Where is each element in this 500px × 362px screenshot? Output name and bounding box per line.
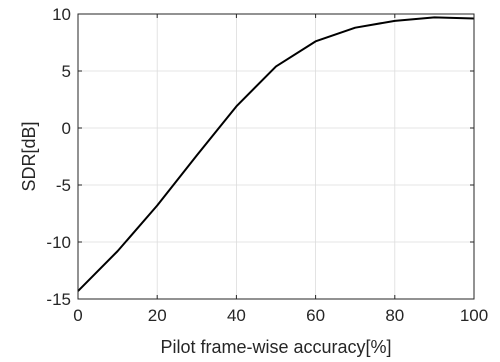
plot-area	[78, 14, 474, 299]
x-tick-label: 80	[385, 306, 404, 325]
y-axis-label: SDR[dB]	[19, 121, 39, 191]
x-axis-label: Pilot frame-wise accuracy[%]	[160, 337, 391, 357]
x-tick-label: 100	[460, 306, 488, 325]
x-tick-labels: 0 20 40 60 80 100	[73, 306, 488, 325]
plot-border	[77, 13, 475, 300]
x-tick-label: 20	[148, 306, 167, 325]
y-tick-label: 5	[62, 62, 71, 81]
x-tick-label: 40	[227, 306, 246, 325]
y-tick-label: -5	[56, 176, 71, 195]
y-tick-labels: 10 5 0 -5 -10 -15	[46, 5, 71, 309]
x-tick-label: 0	[73, 306, 82, 325]
y-tick-label: 10	[52, 5, 71, 24]
y-tick-label: -10	[46, 233, 71, 252]
ticks	[77, 13, 475, 300]
y-tick-label: -15	[46, 290, 71, 309]
series-line	[77, 16, 475, 292]
series-group	[77, 16, 475, 292]
x-tick-label: 60	[306, 306, 325, 325]
y-tick-label: 0	[62, 119, 71, 138]
